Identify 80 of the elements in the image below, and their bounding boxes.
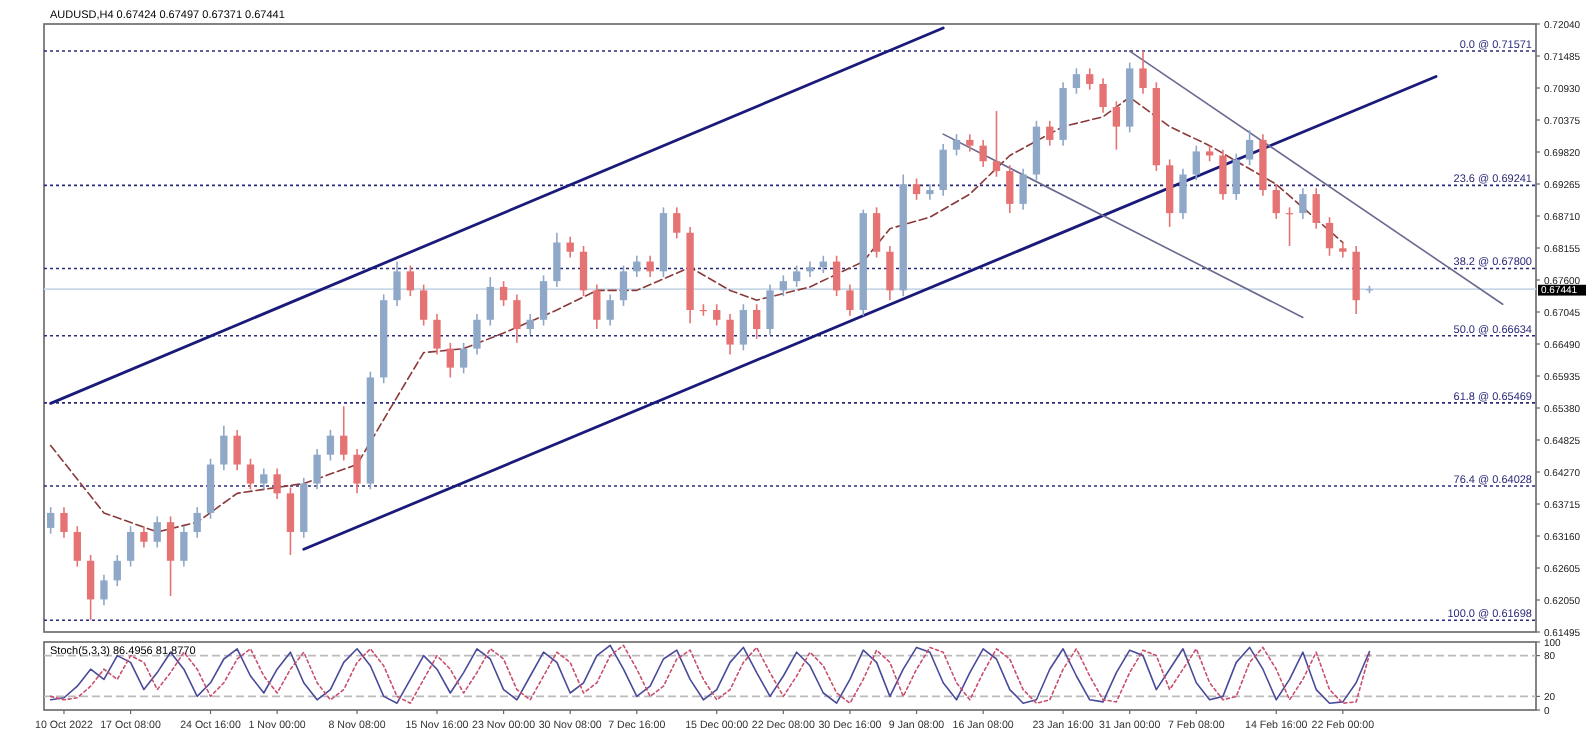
- candlestick: [313, 448, 321, 491]
- candlestick: [619, 264, 628, 307]
- candlestick: [393, 260, 401, 307]
- candlestick: [793, 264, 801, 288]
- candlestick: [140, 525, 148, 549]
- candlestick: [539, 274, 548, 327]
- candlestick: [992, 110, 1001, 178]
- candlestick: [406, 264, 414, 297]
- candlestick: [1166, 158, 1174, 228]
- candlestick: [73, 525, 81, 568]
- candlestick: [1006, 164, 1014, 214]
- candlestick: [246, 457, 255, 491]
- candlestick: [433, 313, 441, 356]
- candlestick: [499, 280, 508, 307]
- candlestick: [286, 486, 295, 556]
- candlestick: [1232, 152, 1240, 201]
- candlestick: [1339, 241, 1347, 259]
- candlestick: [526, 313, 534, 336]
- candlestick: [260, 467, 268, 491]
- candlestick: [579, 245, 588, 297]
- candlestick: [1046, 120, 1054, 147]
- candlestick: [180, 525, 188, 568]
- candlestick: [553, 231, 561, 288]
- candlestick: [872, 206, 881, 259]
- candlestick: [220, 425, 228, 472]
- candlestick: [1272, 183, 1280, 220]
- candlestick: [846, 283, 854, 317]
- candlestick: [566, 235, 574, 259]
- candlestick: [1192, 144, 1200, 182]
- candlestick: [340, 405, 348, 462]
- candlestick: [739, 303, 748, 352]
- candlestick: [673, 206, 681, 240]
- candlestick: [60, 506, 68, 539]
- candlestick: [779, 274, 787, 297]
- candlestick: [926, 183, 934, 201]
- candlestick: [326, 429, 335, 462]
- candlestick: [1032, 120, 1041, 182]
- candlestick: [473, 313, 481, 356]
- candlestick: [273, 467, 281, 500]
- candlestick: [47, 506, 55, 535]
- candlestick: [513, 293, 521, 344]
- line-series: [49, 644, 1371, 704]
- candlestick: [1139, 50, 1147, 95]
- candlestick: [886, 245, 894, 301]
- candlestick: [593, 283, 601, 330]
- candlestick: [1299, 187, 1307, 220]
- candlestick: [753, 303, 761, 340]
- candlestick: [1099, 77, 1107, 114]
- candlestick: [1072, 67, 1081, 95]
- candlestick: [86, 554, 95, 621]
- candlestick: [939, 143, 947, 197]
- candlestick: [126, 525, 135, 568]
- candlestick: [912, 177, 921, 201]
- candlestick: [1245, 129, 1254, 167]
- candlestick: [233, 429, 241, 472]
- candlestick: [113, 554, 121, 587]
- candlestick: [353, 448, 361, 495]
- candlestick: [1219, 148, 1227, 201]
- candlestick: [1112, 100, 1121, 151]
- candlestick: [1019, 167, 1027, 211]
- candlestick: [486, 276, 494, 327]
- candlestick: [420, 283, 428, 327]
- candlestick: [100, 573, 108, 606]
- candlestick: [606, 293, 614, 327]
- candlestick: [153, 515, 161, 549]
- candlestick: [459, 342, 468, 375]
- candlestick: [1325, 216, 1334, 257]
- candlestick: [713, 303, 721, 327]
- candlestick: [952, 133, 961, 157]
- candlestick: [979, 139, 987, 168]
- candlestick: [446, 342, 454, 379]
- candlestick: [726, 313, 734, 356]
- candlestick: [646, 254, 654, 278]
- candlestick: [1312, 187, 1320, 230]
- candlestick: [193, 506, 201, 539]
- candlestick: [1086, 67, 1094, 91]
- candlestick: [766, 283, 774, 336]
- candlestick: [832, 254, 841, 297]
- candlestick: [1179, 167, 1187, 220]
- candlestick: [166, 515, 175, 597]
